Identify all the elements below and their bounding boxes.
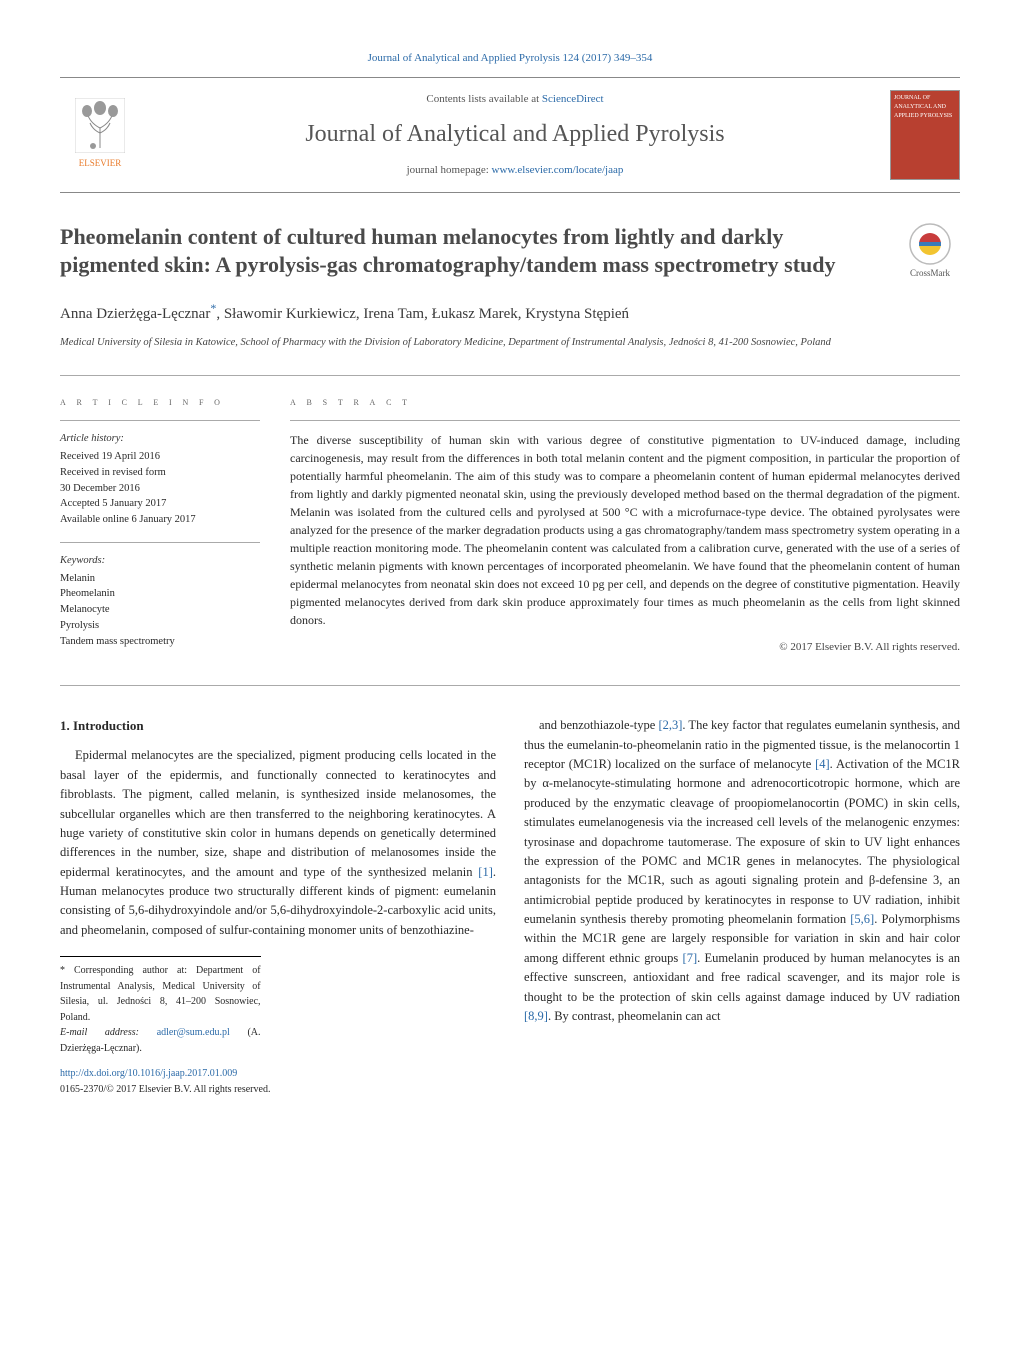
journal-citation[interactable]: Journal of Analytical and Applied Pyroly… [60, 50, 960, 67]
journal-homepage-line: journal homepage: www.elsevier.com/locat… [140, 162, 890, 179]
history-line: Accepted 5 January 2017 [60, 496, 260, 512]
header-center: Contents lists available at ScienceDirec… [140, 91, 890, 178]
keyword: Melanin [60, 571, 260, 587]
author-list: Anna Dzierżęga-Lęcznar*, Sławomir Kurkie… [60, 299, 960, 326]
section-heading-intro: 1. Introduction [60, 716, 496, 736]
issn-copyright: 0165-2370/© 2017 Elsevier B.V. All right… [60, 1082, 496, 1098]
corresponding-footnote: * Corresponding author at: Department of… [60, 956, 261, 1056]
history-line: Available online 6 January 2017 [60, 512, 260, 528]
homepage-link[interactable]: www.elsevier.com/locate/jaap [492, 164, 624, 176]
crossmark-badge[interactable]: CrossMark [900, 223, 960, 283]
body-paragraph: and benzothiazole-type [2,3]. The key fa… [524, 716, 960, 1026]
keyword: Melanocyte [60, 602, 260, 618]
crossmark-icon [909, 223, 951, 265]
abstract-heading: a b s t r a c t [290, 394, 960, 411]
corresponding-asterisk: * [210, 301, 216, 315]
article-info-column: a r t i c l e i n f o Article history: R… [60, 394, 260, 664]
journal-cover-thumb: JOURNAL OF ANALYTICAL AND APPLIED PYROLY… [890, 90, 960, 180]
info-abstract-block: a r t i c l e i n f o Article history: R… [60, 375, 960, 687]
elsevier-tree-icon [75, 98, 125, 153]
body-paragraph: Epidermal melanocytes are the specialize… [60, 746, 496, 940]
journal-header: ELSEVIER Contents lists available at Sci… [60, 77, 960, 193]
doi-block: http://dx.doi.org/10.1016/j.jaap.2017.01… [60, 1066, 496, 1097]
abstract-copyright: © 2017 Elsevier B.V. All rights reserved… [290, 639, 960, 656]
journal-title: Journal of Analytical and Applied Pyroly… [140, 116, 890, 152]
contents-prefix: Contents lists available at [426, 93, 541, 105]
email-link[interactable]: adler@sum.edu.pl [157, 1027, 230, 1038]
paper-title: Pheomelanin content of cultured human me… [60, 223, 900, 280]
keywords-label: Keywords: [60, 553, 260, 569]
contents-line: Contents lists available at ScienceDirec… [140, 91, 890, 108]
email-label: E-mail address: [60, 1027, 157, 1038]
doi-link[interactable]: http://dx.doi.org/10.1016/j.jaap.2017.01… [60, 1068, 237, 1079]
history-label: Article history: [60, 431, 260, 447]
publisher-logo: ELSEVIER [60, 90, 140, 180]
crossmark-label: CrossMark [910, 267, 950, 281]
history-line: Received in revised form [60, 465, 260, 481]
history-line: Received 19 April 2016 [60, 449, 260, 465]
body-left-column: 1. Introduction Epidermal melanocytes ar… [60, 716, 496, 1097]
homepage-prefix: journal homepage: [407, 164, 492, 176]
abstract-text: The diverse susceptibility of human skin… [290, 431, 960, 629]
history-line: 30 December 2016 [60, 481, 260, 497]
publisher-name: ELSEVIER [79, 157, 122, 171]
keyword: Tandem mass spectrometry [60, 634, 260, 650]
article-history-block: Article history: Received 19 April 2016 … [60, 431, 260, 528]
body-columns: 1. Introduction Epidermal melanocytes ar… [60, 716, 960, 1097]
keyword: Pheomelanin [60, 586, 260, 602]
abstract-column: a b s t r a c t The diverse susceptibili… [290, 394, 960, 664]
sciencedirect-link[interactable]: ScienceDirect [542, 93, 604, 105]
body-right-column: and benzothiazole-type [2,3]. The key fa… [524, 716, 960, 1097]
affiliation: Medical University of Silesia in Katowic… [60, 335, 960, 351]
keyword: Pyrolysis [60, 618, 260, 634]
footnote-corr: * Corresponding author at: Department of… [60, 963, 261, 1025]
keywords-block: Keywords: Melanin Pheomelanin Melanocyte… [60, 553, 260, 650]
article-info-heading: a r t i c l e i n f o [60, 394, 260, 411]
